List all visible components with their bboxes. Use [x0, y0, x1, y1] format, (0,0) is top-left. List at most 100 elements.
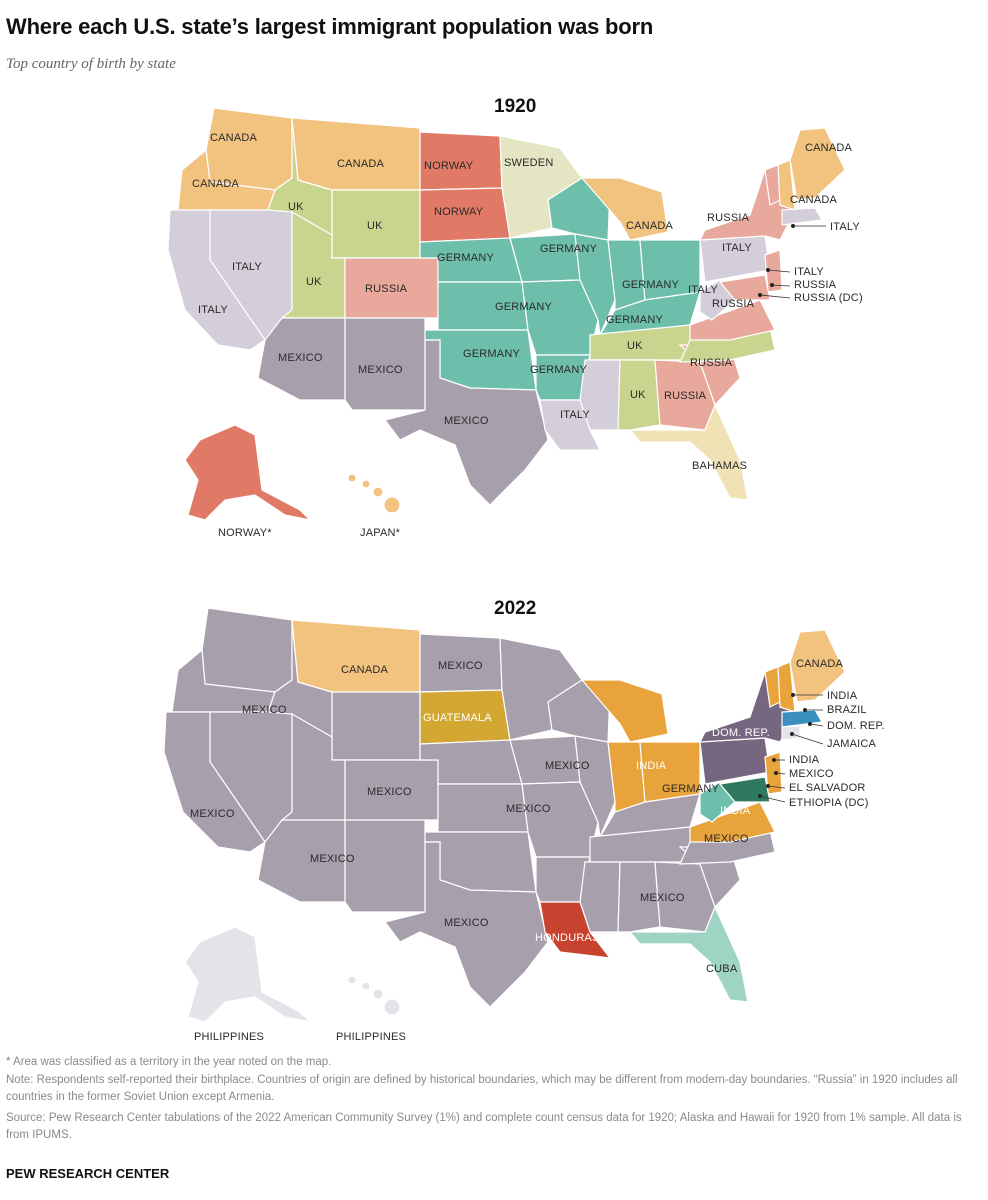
- label-1920-mn: SWEDEN: [504, 157, 553, 169]
- label-2022-va: MEXICO: [704, 833, 749, 845]
- label-1920-ky: GERMANY: [606, 314, 663, 326]
- state-ma-2022: [781, 709, 823, 728]
- label-2022-de: MEXICO: [789, 768, 834, 780]
- state-hi-1920: [347, 473, 401, 514]
- label-1920-il: GERMANY: [622, 279, 679, 291]
- state-la-1920: [539, 399, 601, 451]
- chart-title: Where each U.S. state’s largest immigran…: [6, 14, 654, 39]
- footnote-note: Note: Respondents self-reported their bi…: [6, 1074, 958, 1103]
- label-1920-co: RUSSIA: [365, 283, 408, 295]
- label-1920-ny: ITALY: [722, 242, 752, 254]
- label-1920-nj: ITALY: [794, 266, 824, 278]
- state-nm-1920: [344, 317, 426, 411]
- label-1920-hi: JAPAN*: [360, 527, 401, 539]
- state-al-2022: [617, 861, 661, 933]
- footnote-asterisk: * Area was classified as a territory in …: [6, 1056, 332, 1068]
- brand-name: PEW RESEARCH CENTER: [6, 1166, 170, 1181]
- state-tx-2022: [383, 841, 549, 1008]
- label-1920-ak: NORWAY*: [218, 527, 272, 539]
- label-2022-ca: MEXICO: [190, 808, 235, 820]
- state-fl-2022: [628, 905, 749, 1003]
- map-1920: CANADA CANADA CANADA UK UK UK ITALY ITAL…: [167, 107, 863, 539]
- label-2022-nh: INDIA: [827, 690, 858, 702]
- state-ca-2022: [163, 711, 266, 853]
- label-1920-nm: MEXICO: [358, 364, 403, 376]
- footnote-source: Source: Pew Research Center tabulations …: [6, 1112, 962, 1141]
- label-1920-ca: ITALY: [198, 304, 228, 316]
- label-1920-nh: CANADA: [790, 194, 838, 206]
- state-hi-2022: [347, 975, 401, 1016]
- label-2022-ny: DOM. REP.: [712, 727, 770, 739]
- label-2022-dc: ETHIOPIA (DC): [789, 797, 869, 809]
- label-2022-oh: INDIA: [636, 760, 667, 772]
- label-2022-nd: MEXICO: [438, 660, 483, 672]
- label-1920-ne: GERMANY: [437, 252, 494, 264]
- label-2022-ks: MEXICO: [506, 803, 551, 815]
- state-al-1920: [617, 359, 661, 431]
- label-2022-la: HONDURAS: [535, 932, 600, 944]
- chart-subtitle: Top country of birth by state: [6, 56, 176, 72]
- state-ma-1920: [781, 207, 823, 226]
- label-1920-wa: CANADA: [210, 132, 258, 144]
- label-2022-tx: MEXICO: [444, 917, 489, 929]
- label-1920-tn: UK: [627, 340, 643, 352]
- state-ca-1920: [167, 209, 266, 351]
- state-la-2022: [539, 901, 612, 959]
- state-tx-1920: [383, 339, 549, 506]
- map-1920-labels: CANADA CANADA CANADA UK UK UK ITALY ITAL…: [192, 132, 863, 539]
- state-md-2022: [718, 776, 771, 803]
- label-1920-ga: RUSSIA: [664, 390, 707, 402]
- state-ak-2022: [184, 926, 312, 1023]
- state-me-2022: [789, 629, 846, 703]
- label-2022-ut: MEXICO: [310, 853, 355, 865]
- state-me-1920: [789, 127, 846, 201]
- label-1920-pa: RUSSIA: [712, 298, 755, 310]
- label-2022-ga: MEXICO: [640, 892, 685, 904]
- label-1920-mi: CANADA: [626, 220, 674, 232]
- map-2022-labels: MEXICO MEXICO CANADA MEXICO GUATEMALA ME…: [190, 658, 885, 1043]
- label-2022-md: EL SALVADOR: [789, 782, 866, 794]
- map-2022-states: [163, 607, 846, 1023]
- state-mt-2022: [291, 619, 421, 693]
- state-wy-2022: [331, 691, 421, 761]
- label-2022-hi: PHILIPPINES: [336, 1031, 406, 1043]
- state-ms-1920: [579, 359, 621, 431]
- state-nj-2022: [764, 751, 783, 795]
- map-1920-states: [167, 107, 846, 521]
- label-1920-wy: UK: [367, 220, 383, 232]
- label-1920-nd: NORWAY: [424, 160, 474, 172]
- label-2022-ma: BRAZIL: [827, 704, 867, 716]
- label-1920-az: MEXICO: [278, 352, 323, 364]
- label-1920-ok: GERMANY: [463, 348, 520, 360]
- label-1920-fl: BAHAMAS: [692, 460, 747, 472]
- state-ak-1920: [184, 424, 312, 521]
- label-1920-ma: ITALY: [830, 221, 860, 233]
- label-1920-nc: RUSSIA: [690, 357, 733, 369]
- label-2022-nj: INDIA: [789, 754, 820, 766]
- label-2022-mn: MEXICO: [545, 760, 590, 772]
- label-1920-or: CANADA: [192, 178, 240, 190]
- label-1920-ar: GERMANY: [530, 364, 587, 376]
- label-2022-sd: GUATEMALA: [423, 712, 492, 724]
- label-2022-nc: INDIA: [720, 805, 751, 817]
- label-1920-nv: ITALY: [232, 261, 262, 273]
- state-nj-1920: [764, 249, 783, 293]
- label-1920-mt: CANADA: [337, 158, 385, 170]
- map-2022: MEXICO MEXICO CANADA MEXICO GUATEMALA ME…: [163, 607, 885, 1043]
- label-2022-wv: GERMANY: [662, 783, 719, 795]
- label-2022-ri: DOM. REP.: [827, 720, 885, 732]
- label-2022-fl: CUBA: [706, 963, 738, 975]
- state-md-1920: [718, 274, 771, 301]
- label-2022-me: CANADA: [796, 658, 844, 670]
- label-1920-sd: NORWAY: [434, 206, 484, 218]
- label-1920-wv: ITALY: [688, 284, 718, 296]
- label-1920-me: CANADA: [805, 142, 853, 154]
- label-1920-al: UK: [630, 389, 646, 401]
- label-1920-de: RUSSIA: [794, 279, 837, 291]
- label-1920-id: UK: [288, 201, 304, 213]
- state-va-2022: [689, 801, 776, 843]
- state-ms-2022: [579, 861, 621, 933]
- state-va-1920: [689, 299, 776, 341]
- state-wa-2022: [201, 607, 293, 693]
- state-ia-1920: [509, 233, 581, 283]
